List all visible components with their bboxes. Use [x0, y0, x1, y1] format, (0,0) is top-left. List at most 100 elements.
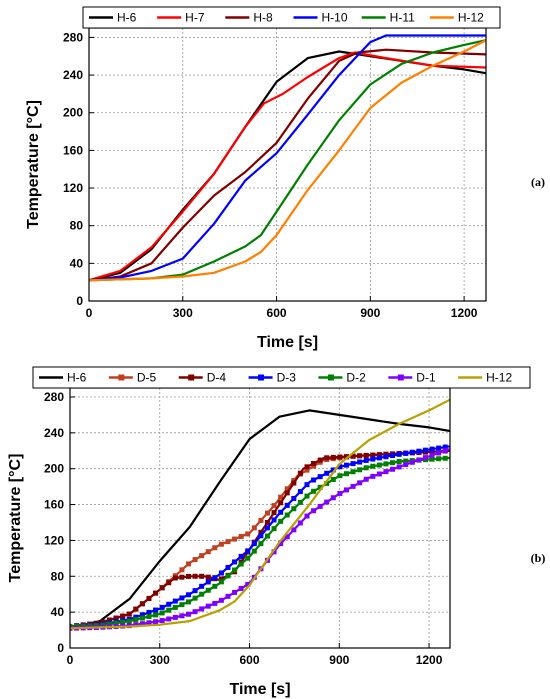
data-point-d-1	[205, 603, 211, 609]
legend: H-6 H-7 H-8 H-10 H-11 H-12	[82, 6, 501, 29]
data-point-d-5	[218, 541, 224, 547]
legend-marker-d-3	[258, 374, 265, 381]
x-axis-label: Time [s]	[257, 334, 318, 351]
data-point-d-4	[264, 519, 270, 525]
data-point-d-2	[146, 614, 152, 620]
data-point-d-3	[311, 477, 317, 483]
legend-marker-d-5	[118, 374, 125, 381]
data-point-d-2	[172, 604, 178, 610]
legend-marker-d-4	[188, 374, 195, 381]
data-point-d-1	[238, 585, 244, 591]
data-point-d-1	[159, 618, 165, 624]
data-point-d-2	[284, 512, 290, 518]
data-point-d-4	[350, 453, 356, 459]
y-tick-label: 40	[51, 605, 65, 619]
data-point-d-4	[185, 573, 191, 579]
data-point-d-4	[311, 460, 317, 466]
x-tick-label: 0	[86, 306, 93, 320]
data-point-d-5	[271, 503, 277, 509]
data-point-d-4	[363, 452, 369, 458]
data-point-d-1	[363, 476, 369, 482]
data-point-d-2	[442, 455, 448, 461]
data-point-d-1	[179, 613, 185, 619]
data-point-d-4	[146, 595, 152, 601]
x-tick-label: 300	[173, 306, 193, 320]
data-point-d-1	[383, 469, 389, 475]
data-point-d-3	[330, 467, 336, 473]
data-point-d-2	[218, 579, 224, 585]
data-point-d-3	[324, 470, 330, 476]
data-point-d-3	[403, 450, 409, 456]
data-point-d-3	[422, 447, 428, 453]
data-point-d-4	[284, 490, 290, 496]
data-point-d-1	[218, 597, 224, 603]
data-point-d-1	[212, 600, 218, 606]
data-point-d-4	[120, 613, 126, 619]
legend-entry-d-3: D-3	[277, 371, 297, 385]
x-tick-label: 300	[150, 653, 170, 667]
y-tick-label: 200	[63, 106, 83, 120]
data-point-d-2	[113, 620, 119, 626]
data-point-d-4	[324, 455, 330, 461]
data-point-d-3	[442, 444, 448, 450]
data-point-d-2	[159, 610, 165, 616]
data-point-d-2	[376, 462, 382, 468]
data-point-d-3	[297, 489, 303, 495]
data-point-d-4	[297, 470, 303, 476]
panel-label: (a)	[531, 175, 545, 189]
data-point-d-5	[251, 525, 257, 531]
data-point-d-3	[179, 595, 185, 601]
data-point-d-3	[390, 453, 396, 459]
legend-entry-h-12: H-12	[458, 11, 484, 25]
legend-entry-h-7: H-7	[185, 11, 205, 25]
data-point-d-2	[429, 456, 435, 462]
data-point-d-1	[225, 593, 231, 599]
data-point-d-3	[232, 559, 238, 565]
series-line-h-12	[70, 398, 450, 630]
data-point-d-5	[232, 536, 238, 542]
series-line-h-10	[89, 34, 486, 282]
data-point-d-3	[199, 583, 205, 589]
x-tick-label: 900	[329, 653, 349, 667]
legend-box	[32, 366, 531, 389]
data-point-d-3	[317, 474, 323, 480]
data-point-d-1	[370, 473, 376, 479]
data-point-d-5	[258, 517, 264, 523]
data-point-d-1	[172, 614, 178, 620]
data-point-d-2	[205, 587, 211, 593]
data-point-d-3	[396, 451, 402, 457]
data-point-d-2	[343, 471, 349, 477]
y-tick-label: 280	[63, 30, 83, 44]
data-point-d-4	[133, 606, 139, 612]
data-point-d-1	[192, 609, 198, 615]
data-point-d-3	[205, 579, 211, 585]
data-point-d-2	[153, 612, 159, 618]
x-tick-label: 1200	[451, 306, 478, 320]
data-point-d-3	[139, 612, 145, 618]
data-point-d-4	[218, 576, 224, 582]
data-point-d-2	[271, 526, 277, 532]
data-point-d-2	[350, 469, 356, 475]
data-point-d-5	[245, 531, 251, 537]
data-point-d-1	[199, 606, 205, 612]
data-point-d-1	[166, 616, 172, 622]
data-point-d-2	[324, 480, 330, 486]
data-point-d-5	[278, 494, 284, 500]
data-point-d-1	[317, 503, 323, 509]
x-axis-label: Time [s]	[229, 681, 290, 698]
data-point-d-4	[429, 449, 435, 455]
data-point-d-3	[429, 446, 435, 452]
data-point-d-1	[330, 495, 336, 501]
y-tick-label: 120	[63, 181, 83, 195]
data-point-d-2	[225, 573, 231, 579]
data-point-d-5	[311, 463, 317, 469]
data-point-d-3	[436, 445, 442, 451]
data-point-d-5	[284, 486, 290, 492]
data-point-d-2	[363, 465, 369, 471]
data-point-d-5	[238, 534, 244, 540]
data-point-d-1	[436, 450, 442, 456]
data-point-d-3	[271, 517, 277, 523]
legend-entry-d-1: D-1	[416, 371, 436, 385]
legend-entry-h-6: H-6	[67, 371, 87, 385]
series-group	[89, 34, 486, 282]
